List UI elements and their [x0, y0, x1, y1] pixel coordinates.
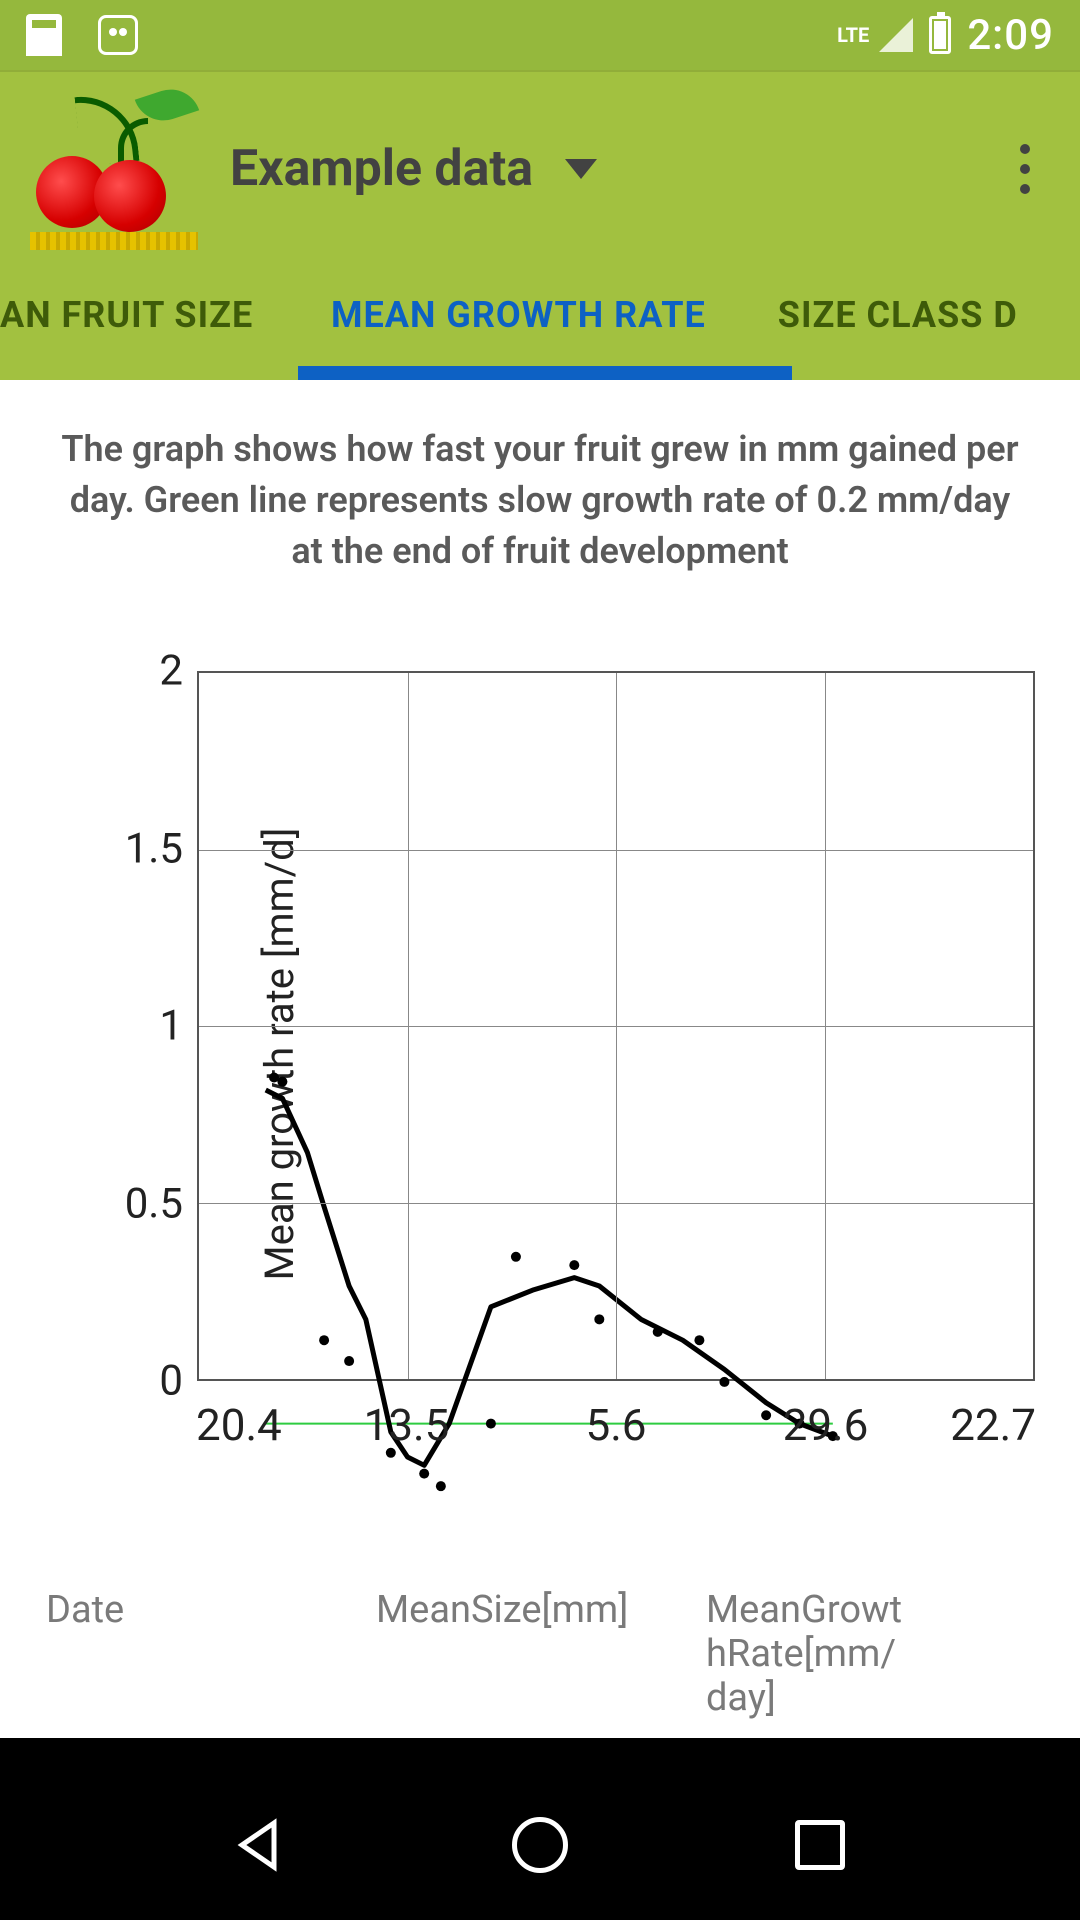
chart-x-tick: 22.7: [950, 1399, 1036, 1451]
chevron-down-icon: [565, 159, 597, 179]
sd-card-icon: [26, 14, 62, 56]
growth-rate-chart: Mean growth rate [mm/d] 00.511.5220.413.…: [35, 639, 1045, 1469]
tab-mean-growth-rate[interactable]: MEAN GROWTH RATE: [295, 250, 742, 380]
chart-x-tick: 13.5: [364, 1399, 450, 1451]
chart-y-tick: 0.5: [113, 1179, 183, 1228]
chart-y-tick: 2: [113, 647, 183, 696]
chart-x-tick: 29.6: [783, 1399, 869, 1451]
table-header: MeanGrowthRate[mm/day]: [706, 1589, 1034, 1738]
network-lte-label: LTE: [837, 23, 869, 47]
tab-size-class-dist[interactable]: SIZE CLASS D: [742, 250, 1018, 380]
overflow-menu-button[interactable]: [1000, 124, 1050, 214]
usb-debug-icon: [98, 15, 138, 55]
chart-plot-area: [197, 671, 1035, 1381]
app-title: Example data: [230, 140, 533, 198]
square-icon: [795, 1820, 845, 1870]
chart-x-tick: 5.6: [585, 1399, 646, 1451]
chart-y-tick: 1.5: [113, 824, 183, 873]
chart-y-tick: 0: [113, 1357, 183, 1406]
chart-description: The graph shows how fast your fruit grew…: [0, 424, 1080, 577]
battery-charging-icon: [929, 16, 951, 54]
status-bar: LTE 2:09: [0, 0, 1080, 70]
tab-indicator: [298, 366, 792, 380]
table-header: MeanSize[mm]: [376, 1589, 706, 1738]
tab-mean-fruit-size[interactable]: AN FRUIT SIZE: [0, 250, 295, 380]
circle-icon: [512, 1817, 568, 1873]
chart-y-tick: 1: [113, 1002, 183, 1051]
status-time: 2:09: [967, 11, 1054, 60]
app-bar: Example data: [0, 70, 1080, 250]
app-logo-cherries-icon: [30, 94, 198, 250]
signal-icon: [879, 18, 913, 52]
tab-bar: AN FRUIT SIZE MEAN GROWTH RATE SIZE CLAS…: [0, 250, 1080, 380]
table-header: Date: [46, 1589, 376, 1738]
chart-x-tick: 20.4: [196, 1399, 282, 1451]
navigation-bar: [0, 1770, 1080, 1920]
nav-back-button[interactable]: [225, 1810, 295, 1880]
data-table: DateMeanSize[mm]MeanGrowthRate[mm/day]28…: [46, 1589, 1034, 1738]
nav-home-button[interactable]: [505, 1810, 575, 1880]
content-area: The graph shows how fast your fruit grew…: [0, 380, 1080, 1738]
nav-recent-button[interactable]: [785, 1810, 855, 1880]
soft-key-divider: [0, 1738, 1080, 1770]
dataset-dropdown[interactable]: Example data: [230, 140, 597, 198]
